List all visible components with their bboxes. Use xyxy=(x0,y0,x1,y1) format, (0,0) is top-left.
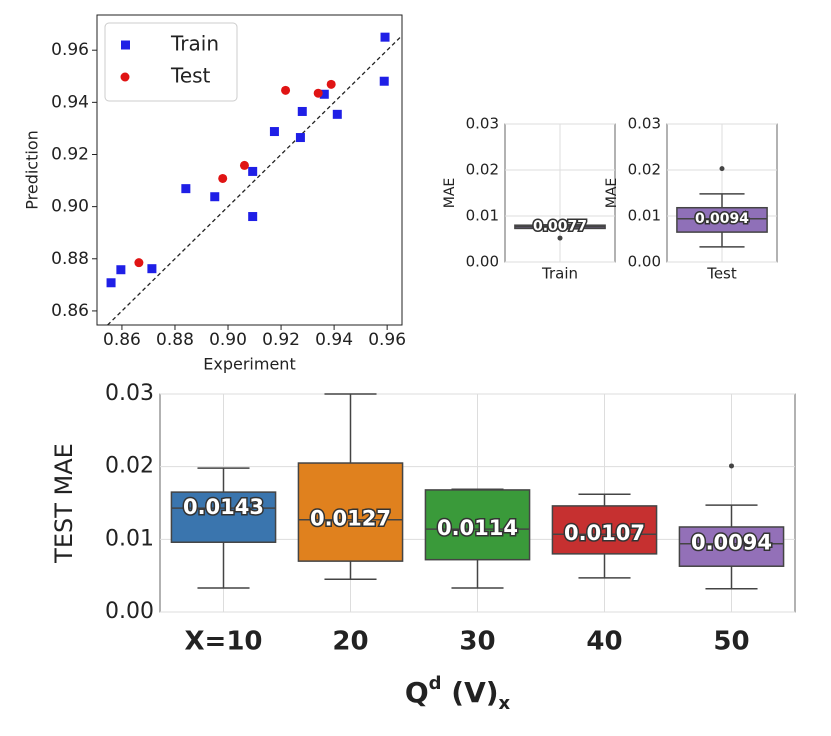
box xyxy=(676,206,768,233)
x-axis-label-part: d xyxy=(429,673,442,694)
y-tick-label: 0.96 xyxy=(51,40,89,60)
legend-marker xyxy=(120,72,130,82)
box xyxy=(297,462,404,562)
x-axis-label: Experiment xyxy=(203,355,295,374)
point xyxy=(134,258,144,268)
x-axis-label-part: Q xyxy=(405,676,429,709)
x-tick-label: Train xyxy=(541,265,578,283)
legend-label: Train xyxy=(170,32,219,56)
y-axis-label: TEST MAE xyxy=(50,443,78,564)
point xyxy=(319,89,329,99)
plot-frame xyxy=(96,14,403,326)
point xyxy=(248,166,258,176)
legend-marker xyxy=(121,40,130,50)
point xyxy=(281,85,291,95)
y-axis-label: MAE xyxy=(604,178,620,209)
box xyxy=(170,491,277,543)
point xyxy=(106,278,116,288)
y-tick-label: 0.00 xyxy=(628,253,661,271)
point xyxy=(147,264,157,274)
median-label: 0.0143 xyxy=(183,495,264,519)
x-tick-label: 0.90 xyxy=(209,330,247,350)
y-tick-label: 0.88 xyxy=(51,249,89,269)
box xyxy=(551,505,658,555)
y-tick-label: 0.03 xyxy=(105,381,154,406)
identity-line xyxy=(107,35,403,326)
y-tick-label: 0.02 xyxy=(466,161,499,179)
x-axis-label-part: x xyxy=(499,693,511,714)
y-axis-label: MAE xyxy=(442,178,458,209)
point xyxy=(297,106,307,116)
y-tick-label: 0.00 xyxy=(105,599,154,624)
x-tick-label: 0.86 xyxy=(103,330,141,350)
y-tick-label: 0.90 xyxy=(51,197,89,217)
x-tick-label: 50 xyxy=(713,627,749,657)
legend-box xyxy=(104,22,238,102)
point xyxy=(116,265,126,275)
x-tick-label: 40 xyxy=(586,627,622,657)
y-tick-label: 0.01 xyxy=(105,526,154,551)
point xyxy=(380,32,390,42)
median-label: 0.0094 xyxy=(695,211,749,227)
point xyxy=(218,173,228,183)
point xyxy=(326,79,336,89)
y-tick-label: 0.86 xyxy=(51,301,89,321)
x-tick-label: 20 xyxy=(332,627,368,657)
point xyxy=(181,184,191,194)
point xyxy=(313,88,323,98)
y-tick-label: 0.03 xyxy=(466,115,499,133)
median-label: 0.0077 xyxy=(533,219,587,235)
x-tick-label: Test xyxy=(706,265,737,283)
x-tick-label: 0.92 xyxy=(262,330,300,350)
box xyxy=(424,489,531,561)
point xyxy=(210,192,220,202)
x-tick-label: 0.96 xyxy=(368,330,406,350)
median-label: 0.0114 xyxy=(437,516,518,540)
x-axis-label-part: (V) xyxy=(442,676,499,709)
box xyxy=(678,526,785,567)
y-tick-label: 0.02 xyxy=(628,161,661,179)
median-label: 0.0107 xyxy=(564,521,645,545)
point xyxy=(332,109,342,119)
y-axis-label: Prediction xyxy=(23,130,42,209)
x-tick-label: X=10 xyxy=(184,627,262,657)
flier xyxy=(719,166,725,172)
y-tick-label: 0.00 xyxy=(466,253,499,271)
point xyxy=(269,127,279,137)
y-tick-label: 0.92 xyxy=(51,144,89,164)
flier xyxy=(729,463,734,469)
median-label: 0.0094 xyxy=(691,531,772,555)
x-tick-label: 0.88 xyxy=(156,330,194,350)
x-tick-label: 0.94 xyxy=(315,330,353,350)
x-axis-label: Qd (V)x xyxy=(405,673,511,714)
point xyxy=(295,133,305,143)
point xyxy=(239,160,249,170)
point xyxy=(248,212,258,222)
median-label: 0.0127 xyxy=(310,507,391,531)
y-tick-label: 0.03 xyxy=(628,115,661,133)
y-tick-label: 0.94 xyxy=(51,92,89,112)
x-tick-label: 30 xyxy=(459,627,495,657)
y-tick-label: 0.02 xyxy=(105,454,154,479)
legend-label: Test xyxy=(170,64,211,88)
y-tick-label: 0.01 xyxy=(466,207,499,225)
y-tick-label: 0.01 xyxy=(628,207,661,225)
point xyxy=(379,76,389,86)
flier xyxy=(557,235,563,241)
